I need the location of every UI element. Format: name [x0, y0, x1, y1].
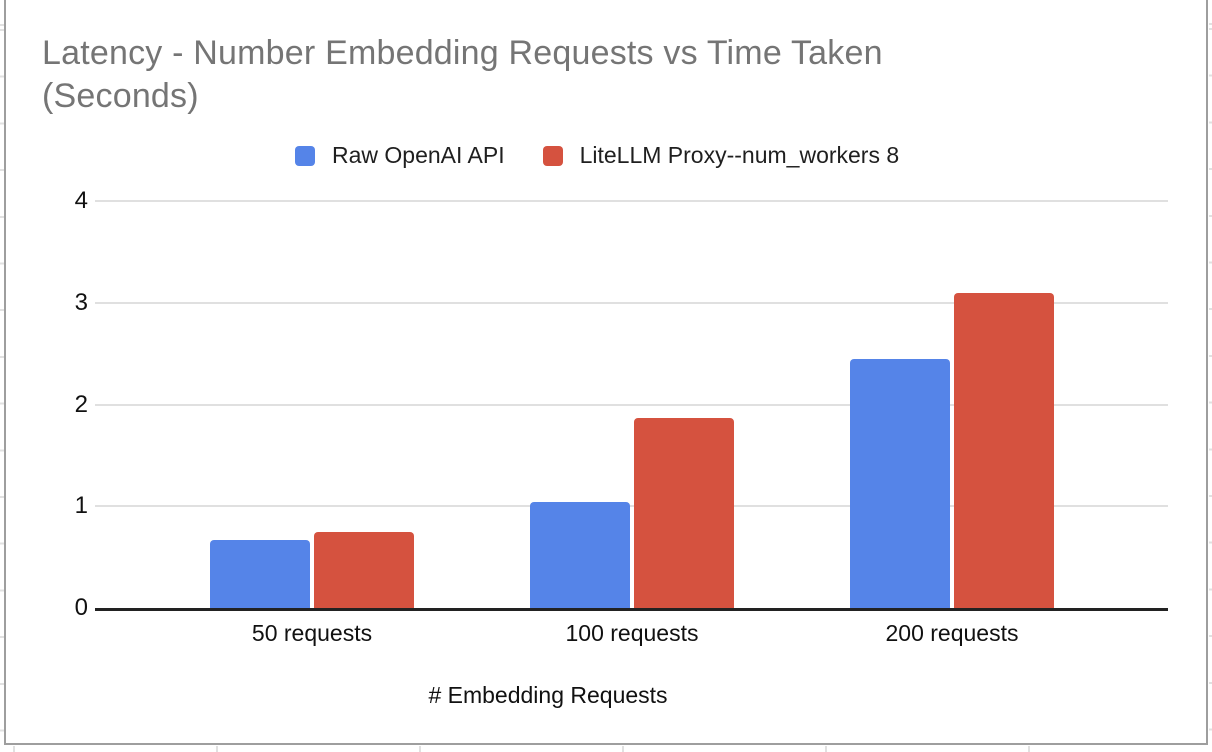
legend-label: LiteLLM Proxy--num_workers 8 [579, 142, 900, 168]
bar-red-1[interactable] [314, 532, 414, 608]
legend-swatch-blue [295, 145, 315, 166]
legend-label: Raw OpenAI API [332, 142, 505, 168]
gridline-y2 [95, 403, 1168, 406]
x-axis-title: # Embedding Requests [428, 682, 668, 708]
x-category-label-2: 100 requests [565, 620, 699, 646]
gridline-y1 [95, 505, 1168, 508]
bar-red-2[interactable] [634, 418, 734, 608]
gridline-y3 [95, 301, 1168, 304]
legend-item-raw-openai-api[interactable]: Raw OpenAI API [295, 142, 505, 169]
bar-blue-2[interactable] [530, 502, 630, 608]
x-axis-baseline [95, 608, 1168, 611]
bar-red-3[interactable] [954, 293, 1054, 608]
x-category-label-3: 200 requests [885, 620, 1019, 646]
legend-swatch-red [542, 145, 563, 166]
y-axis-label-4: 4 [74, 187, 88, 214]
y-axis-label-0: 0 [74, 594, 88, 621]
bar-blue-1[interactable] [210, 540, 310, 608]
y-axis-label-2: 2 [74, 390, 88, 418]
gridline-y4 [95, 200, 1168, 202]
chart-card[interactable]: Latency - Number Embedding Requests vs T… [4, 0, 1208, 745]
chart-title: Latency - Number Embedding Requests vs T… [42, 34, 883, 115]
legend-item-litellm-proxy[interactable]: LiteLLM Proxy--num_workers 8 [542, 142, 900, 169]
bar-blue-3[interactable] [850, 359, 950, 608]
x-category-label-1: 50 requests [251, 620, 373, 646]
y-axis-label-3: 3 [74, 288, 88, 316]
y-axis-label-1: 1 [74, 492, 88, 520]
spreadsheet-gridlines-bottom [0, 746, 1212, 752]
legend: Raw OpenAI API LiteLLM Proxy--num_worker… [295, 142, 899, 169]
